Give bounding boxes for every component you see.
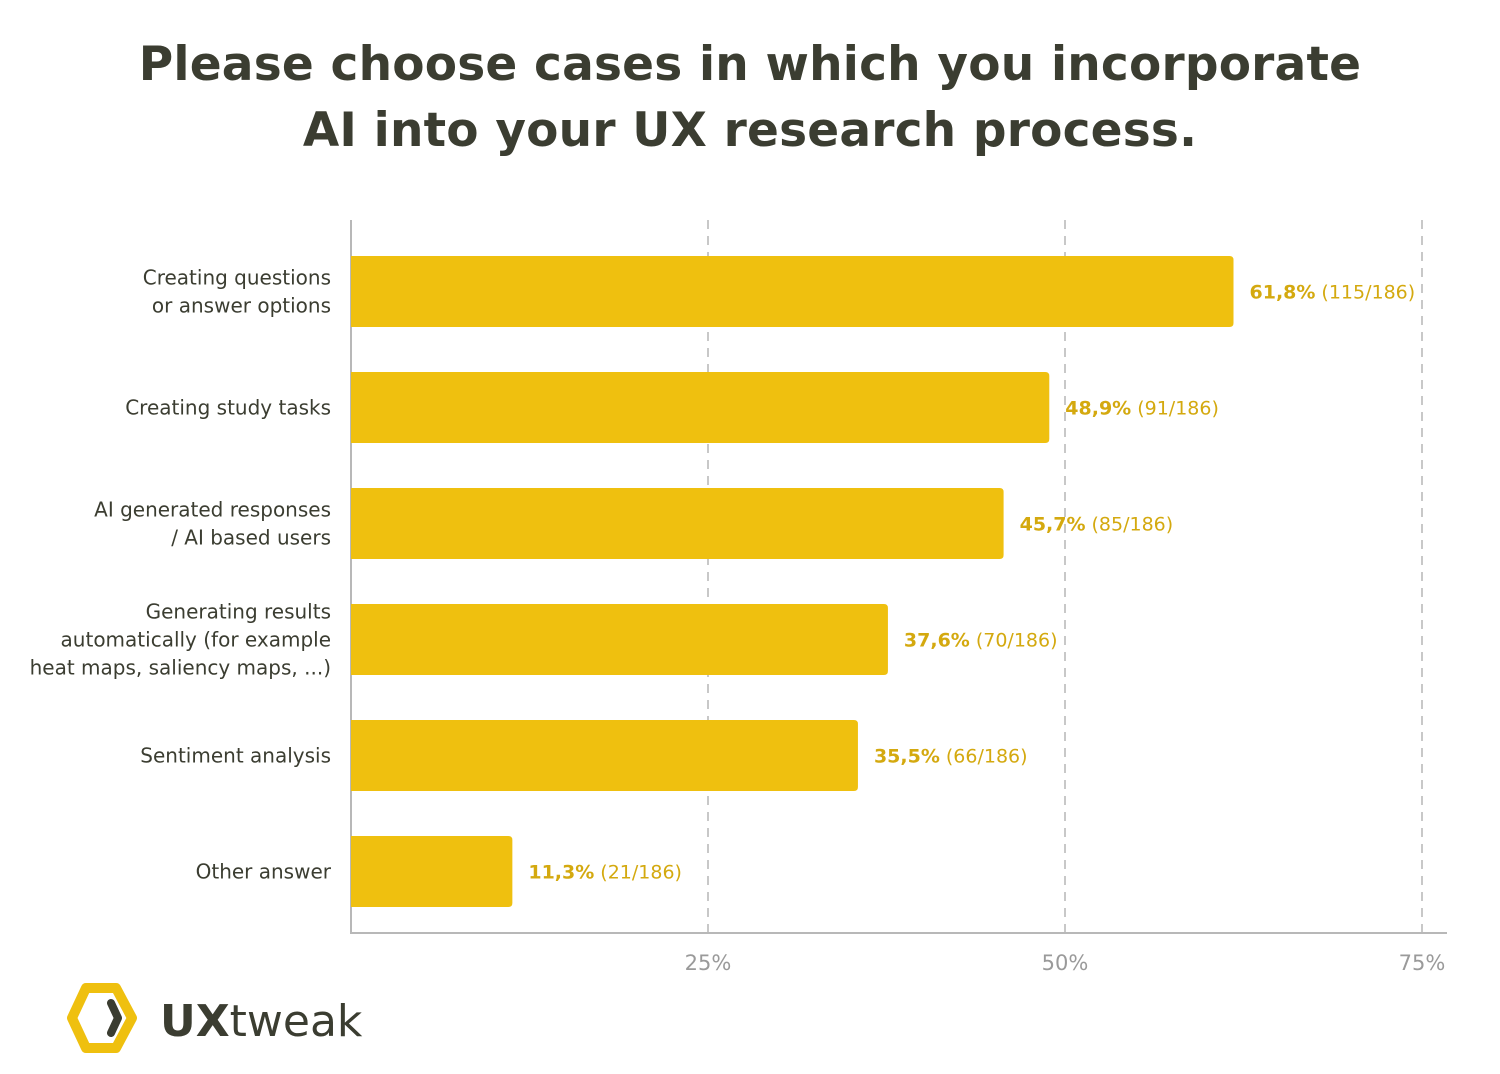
value-percent: 45,7% (1020, 514, 1086, 536)
bar (351, 836, 513, 907)
value-percent: 37,6% (904, 630, 970, 652)
category-label: Other answer (196, 860, 332, 884)
category-label: Creating questions (143, 266, 331, 290)
x-tick-label: 50% (1042, 951, 1089, 975)
category-label: Sentiment analysis (140, 744, 331, 768)
category-label: Creating study tasks (125, 396, 331, 420)
x-tick-label: 25% (685, 951, 732, 975)
x-tick-label: 75% (1399, 951, 1446, 975)
value-percent: 35,5% (874, 746, 940, 768)
bar (351, 604, 888, 675)
value-label: 45,7% (85/186) (1020, 514, 1174, 536)
category-label: AI generated responses (94, 498, 331, 522)
category-label: or answer options (152, 294, 331, 318)
hexagon-logo-icon (67, 983, 137, 1053)
title-line-1: Please choose cases in which you incorpo… (138, 37, 1362, 92)
value-count: (66/186) (946, 746, 1028, 768)
value-label: 37,6% (70/186) (904, 630, 1058, 652)
value-label: 48,9% (91/186) (1065, 398, 1219, 420)
value-count: (115/186) (1321, 282, 1415, 304)
category-label: heat maps, saliency maps, ...) (30, 656, 331, 680)
bar (351, 488, 1004, 559)
value-label: 61,8% (115/186) (1250, 282, 1416, 304)
uxtweak-logo: UXtweak (67, 983, 363, 1053)
title-line-2: AI into your UX research process. (302, 103, 1198, 158)
value-percent: 48,9% (1065, 398, 1131, 420)
bar (351, 372, 1050, 443)
value-percent: 11,3% (528, 862, 594, 884)
logo-text-bold: UX (160, 996, 230, 1047)
chart-title: Please choose cases in which you incorpo… (0, 32, 1500, 164)
value-percent: 61,8% (1250, 282, 1316, 304)
category-label: Generating results (146, 600, 331, 624)
bar-chart: 25% 50% 75% Creating questions or answer opt… (30, 220, 1447, 975)
svg-text:UXtweak: UXtweak (160, 996, 363, 1047)
bar (351, 256, 1234, 327)
bar (351, 720, 858, 791)
value-label: 35,5% (66/186) (874, 746, 1028, 768)
chevron-right-icon (107, 999, 122, 1037)
logo-text-regular: tweak (230, 996, 363, 1047)
category-label: / AI based users (171, 526, 331, 550)
category-label: automatically (for example (61, 628, 331, 652)
value-count: (70/186) (976, 630, 1058, 652)
value-count: (21/186) (600, 862, 682, 884)
value-count: (85/186) (1092, 514, 1174, 536)
value-label: 11,3% (21/186) (528, 862, 682, 884)
value-count: (91/186) (1137, 398, 1219, 420)
